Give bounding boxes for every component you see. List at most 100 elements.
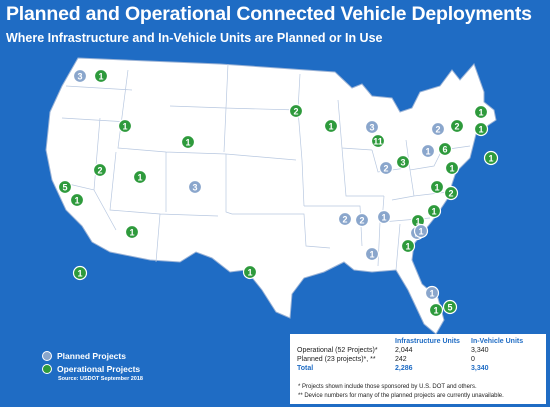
operational-dot-icon bbox=[42, 363, 52, 374]
operational-project-marker: 1 bbox=[444, 160, 460, 176]
operational-project-marker: 5 bbox=[442, 299, 458, 315]
operational-project-marker: 2 bbox=[288, 103, 304, 119]
table-cell: 0 bbox=[471, 356, 475, 363]
marker-count: 6 bbox=[442, 145, 447, 155]
planned-project-marker: 1 bbox=[376, 209, 392, 225]
marker-count: 1 bbox=[478, 125, 483, 135]
table-cell: 2,044 bbox=[395, 347, 413, 354]
operational-project-marker: 1 bbox=[473, 121, 489, 137]
marker-count: 11 bbox=[373, 137, 383, 147]
marker-count: 1 bbox=[405, 242, 410, 252]
table-header-row: Infrastructure Units In-Vehicle Units bbox=[294, 337, 526, 346]
marker-count: 3 bbox=[192, 183, 197, 193]
marker-count: 1 bbox=[478, 108, 483, 118]
marker-count: 2 bbox=[97, 166, 102, 176]
marker-count: 1 bbox=[381, 213, 386, 223]
table-total-row: Total 2,286 3,340 bbox=[294, 364, 526, 373]
operational-project-marker: 1 bbox=[93, 68, 109, 84]
table-cell: Operational (52 Projects)* bbox=[297, 347, 378, 354]
marker-count: 2 bbox=[454, 122, 459, 132]
operational-project-marker: 1 bbox=[180, 134, 196, 150]
planned-project-marker: 3 bbox=[72, 68, 88, 84]
marker-count: 5 bbox=[62, 183, 67, 193]
marker-count: 1 bbox=[77, 269, 82, 279]
marker-count: 2 bbox=[383, 164, 388, 174]
table-cell: 3,340 bbox=[471, 365, 489, 372]
marker-count: 1 bbox=[129, 228, 134, 238]
marker-count: 1 bbox=[415, 217, 420, 227]
marker-count: 1 bbox=[425, 147, 430, 157]
operational-project-marker: 3 bbox=[395, 154, 411, 170]
planned-project-marker: 3 bbox=[187, 179, 203, 195]
summary-table-box: Infrastructure Units In-Vehicle Units Op… bbox=[290, 334, 546, 404]
marker-count: 1 bbox=[449, 164, 454, 174]
table-header: Infrastructure Units bbox=[395, 338, 460, 345]
planned-project-marker: 1 bbox=[420, 143, 436, 159]
table-notes: * Projects shown include those sponsored… bbox=[298, 383, 504, 401]
marker-count: 1 bbox=[122, 122, 127, 132]
planned-project-marker: 1 bbox=[364, 246, 380, 262]
table-row: Planned (23 projects)*, ** 242 0 bbox=[294, 355, 526, 364]
planned-project-marker: 2 bbox=[430, 121, 446, 137]
operational-project-marker: 1 bbox=[72, 265, 88, 281]
operational-project-marker: 1 bbox=[132, 169, 148, 185]
legend-source: Source: USDOT September 2018 bbox=[58, 376, 143, 382]
operational-project-marker: 1 bbox=[117, 118, 133, 134]
planned-project-marker: 1 bbox=[424, 285, 440, 301]
operational-project-marker: 1 bbox=[428, 302, 444, 318]
marker-count: 3 bbox=[369, 123, 374, 133]
marker-count: 2 bbox=[448, 189, 453, 199]
operational-project-marker: 6 bbox=[437, 141, 453, 157]
operational-project-marker: 1 bbox=[483, 150, 499, 166]
planned-project-marker: 2 bbox=[337, 211, 353, 227]
table-row: Operational (52 Projects)* 2,044 3,340 bbox=[294, 346, 526, 355]
marker-count: 2 bbox=[293, 107, 298, 117]
marker-count: 2 bbox=[359, 216, 364, 226]
planned-dot-icon bbox=[42, 350, 52, 361]
marker-count: 3 bbox=[400, 158, 405, 168]
table-header bbox=[294, 337, 392, 346]
legend-operational: Operational Projects bbox=[42, 362, 143, 375]
legend-planned-label: Planned Projects bbox=[57, 350, 126, 361]
table-cell: 3,340 bbox=[471, 347, 489, 354]
marker-count: 1 bbox=[433, 306, 438, 316]
table-header: In-Vehicle Units bbox=[471, 338, 524, 345]
marker-count: 1 bbox=[431, 207, 436, 217]
marker-count: 1 bbox=[369, 250, 374, 260]
planned-project-marker: 2 bbox=[378, 160, 394, 176]
planned-project-marker: 3 bbox=[364, 119, 380, 135]
table-cell: Total bbox=[297, 365, 314, 372]
operational-project-marker: 1 bbox=[400, 238, 416, 254]
marker-count: 1 bbox=[328, 122, 333, 132]
note: * Projects shown include those sponsored… bbox=[298, 384, 477, 390]
legend-planned: Planned Projects bbox=[42, 349, 143, 362]
operational-project-marker: 2 bbox=[443, 185, 459, 201]
marker-count: 1 bbox=[247, 268, 252, 278]
note: ** Device numbers for many of the planne… bbox=[298, 393, 504, 399]
planned-project-marker: 2 bbox=[354, 212, 370, 228]
marker-count: 1 bbox=[429, 289, 434, 299]
marker-count: 3 bbox=[77, 72, 82, 82]
page-title: Planned and Operational Connected Vehicl… bbox=[6, 3, 532, 25]
operational-project-marker: 5 bbox=[57, 179, 73, 195]
operational-project-marker: 1 bbox=[426, 203, 442, 219]
marker-count: 1 bbox=[98, 72, 103, 82]
marker-count: 2 bbox=[435, 125, 440, 135]
marker-count: 1 bbox=[74, 196, 79, 206]
marker-count: 1 bbox=[488, 154, 493, 164]
marker-count: 1 bbox=[418, 227, 423, 237]
page-subtitle: Where Infrastructure and In-Vehicle Unit… bbox=[6, 31, 383, 45]
table-cell: Planned (23 projects)*, ** bbox=[297, 356, 376, 363]
operational-project-marker: 11 bbox=[370, 133, 386, 149]
operational-project-marker: 1 bbox=[473, 104, 489, 120]
table-cell: 242 bbox=[395, 356, 407, 363]
operational-project-marker: 1 bbox=[124, 224, 140, 240]
legend-operational-label: Operational Projects bbox=[57, 363, 141, 374]
table-cell: 2,286 bbox=[395, 365, 413, 372]
marker-count: 2 bbox=[342, 215, 347, 225]
marker-count: 5 bbox=[447, 303, 452, 313]
marker-count: 1 bbox=[185, 138, 190, 148]
operational-project-marker: 1 bbox=[242, 264, 258, 280]
operational-project-marker: 2 bbox=[449, 118, 465, 134]
